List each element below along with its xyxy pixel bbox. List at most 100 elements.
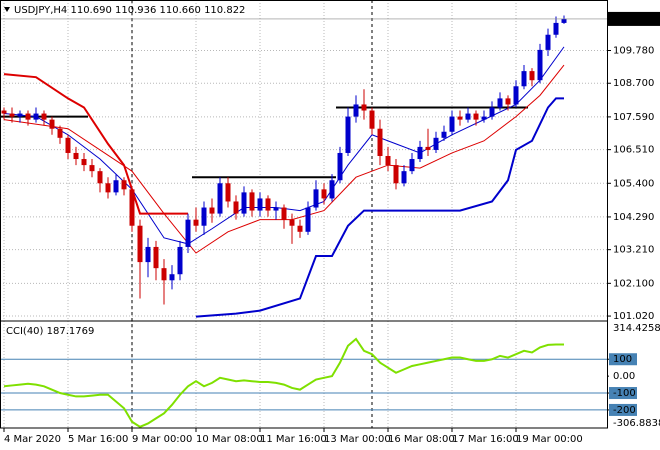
candle-body	[361, 104, 367, 111]
candle-body	[145, 246, 151, 263]
y-tick-label: 102.100	[613, 278, 654, 289]
candle-body	[449, 116, 455, 132]
x-tick-label: 9 Mar 00:00	[132, 434, 192, 445]
candle-body	[545, 34, 551, 50]
candle-body	[137, 225, 143, 263]
candle-body	[233, 201, 239, 214]
candle-body	[57, 128, 63, 138]
candle-body	[65, 137, 71, 153]
candle-body	[417, 146, 423, 160]
candle-body	[1, 110, 7, 114]
candle-body	[9, 113, 15, 117]
y-tick-label: 101.020	[613, 311, 654, 322]
candle-body	[337, 152, 343, 181]
y-tick-label: 0.00	[613, 371, 635, 382]
cci-level-box	[609, 387, 637, 400]
candle-body	[177, 246, 183, 275]
candle-body	[441, 131, 447, 138]
x-tick-label: 11 Mar 16:00	[260, 434, 327, 445]
y-tick-label: 108.700	[613, 78, 654, 89]
candle-body	[17, 113, 23, 117]
candle-body	[113, 180, 119, 193]
indicator-line	[195, 97, 564, 318]
candle-body	[345, 116, 351, 153]
candle-body	[241, 192, 247, 214]
y-tick-label: 107.590	[613, 112, 654, 123]
candle-body	[369, 110, 375, 129]
candle-body	[129, 189, 135, 226]
y-tick-label: 104.290	[613, 212, 654, 223]
y-tick-label: 100	[613, 354, 632, 365]
indicator-line	[3, 46, 565, 245]
candle-body	[81, 159, 87, 166]
candle-body	[497, 98, 503, 108]
candle-body	[329, 180, 335, 199]
candle-body	[489, 107, 495, 117]
candle-body	[353, 104, 359, 117]
y-tick-label: -100	[613, 388, 636, 399]
candle-body	[289, 219, 295, 226]
candle-body	[537, 49, 543, 81]
candle-body	[521, 71, 527, 87]
x-tick-label: 10 Mar 08:00	[196, 434, 263, 445]
y-tick-label: 105.400	[613, 178, 654, 189]
x-tick-label: 17 Mar 16:00	[452, 434, 519, 445]
candle-body	[73, 152, 79, 160]
candle-body	[257, 198, 263, 211]
candle-body	[321, 189, 327, 199]
cci-level-box	[609, 403, 637, 416]
candle-body	[473, 113, 479, 120]
candle-body	[273, 207, 279, 211]
chart-header: USDJPY,H4 110.690 110.936 110.660 110.82…	[14, 5, 245, 16]
x-tick-label: 19 Mar 00:00	[516, 434, 583, 445]
candle-body	[393, 165, 399, 184]
candle-body	[185, 219, 191, 247]
candle-body	[401, 171, 407, 184]
candle-body	[465, 113, 471, 120]
y-limit-label: 314.4258	[613, 323, 660, 334]
candle-body	[153, 246, 159, 269]
candle-body	[161, 268, 167, 281]
x-tick-label: 4 Mar 2020	[4, 434, 61, 445]
candle-body	[105, 183, 111, 193]
candle-body	[305, 207, 311, 232]
candle-body	[249, 192, 255, 211]
y-limit-label: -306.8838	[613, 418, 660, 429]
candle-body	[41, 113, 47, 120]
candle-body	[169, 274, 175, 281]
candle-body	[33, 113, 39, 120]
plot-frame	[0, 0, 608, 429]
candle-body	[193, 219, 199, 226]
header-arrow	[4, 7, 10, 12]
candle-body	[201, 207, 207, 226]
y-tick-label: 109.780	[613, 46, 654, 57]
candle-body	[553, 22, 559, 35]
candle-body	[89, 165, 95, 172]
candle-body	[513, 86, 519, 105]
candle-body	[49, 119, 55, 129]
y-tick-label: -200	[613, 405, 636, 416]
candle-body	[265, 198, 271, 211]
candle-body	[209, 207, 215, 214]
candle-body	[281, 207, 287, 220]
indicator-line	[3, 64, 565, 254]
x-tick-label: 16 Mar 08:00	[388, 434, 455, 445]
candle-body	[481, 116, 487, 120]
indicator-line	[3, 73, 188, 215]
candle-body	[25, 113, 31, 120]
candle-body	[97, 171, 103, 184]
y-tick-label: 106.510	[613, 145, 654, 156]
candle-body	[425, 146, 431, 150]
candle-body	[409, 159, 415, 172]
candle-body	[433, 137, 439, 150]
candle-body	[297, 225, 303, 232]
candle-body	[225, 183, 231, 202]
y-tick-label: 103.210	[613, 245, 654, 256]
x-tick-label: 5 Mar 16:00	[68, 434, 128, 445]
candle-body	[457, 116, 463, 120]
candle-body	[377, 128, 383, 156]
last-price-label: 110.822	[612, 14, 653, 25]
cci-line	[3, 337, 565, 428]
